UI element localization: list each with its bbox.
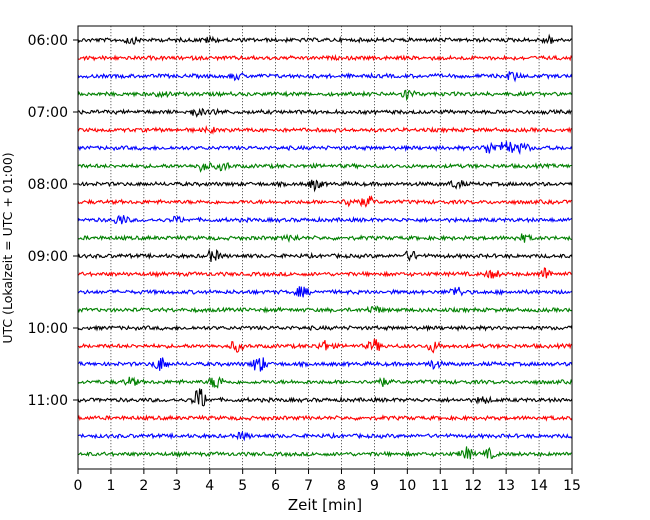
x-tick-label: 13 — [497, 478, 515, 494]
vertical-grid — [110, 26, 540, 469]
x-axis-ticks: 0 1 2 3 4 5 6 7 8 9 10 11 12 13 14 15 — [74, 469, 581, 494]
x-tick-label: 10 — [398, 478, 416, 494]
x-tick-label: 2 — [139, 478, 148, 494]
trace-1045 — [77, 376, 573, 389]
x-tick-label: 5 — [238, 478, 247, 494]
trace-0700 — [77, 107, 573, 118]
x-axis-label: Zeit [min] — [288, 496, 362, 514]
seismogram-traces — [77, 33, 573, 460]
x-tick-label: 7 — [304, 478, 313, 494]
x-tick-label: 9 — [370, 478, 379, 494]
y-tick-label: 09:00 — [28, 249, 68, 265]
trace-1015 — [77, 338, 573, 354]
trace-0800 — [77, 179, 573, 193]
trace-0600 — [77, 33, 573, 46]
x-tick-label: 12 — [464, 478, 482, 494]
trace-0900 — [77, 248, 573, 262]
trace-0615 — [77, 53, 573, 62]
y-axis-ticks: 06:00 07:00 08:00 09:00 10:00 11:00 — [28, 33, 78, 409]
trace-1100 — [77, 388, 573, 407]
x-tick-label: 14 — [530, 478, 548, 494]
y-tick-label: 10:00 — [28, 321, 68, 337]
x-tick-label: 11 — [431, 478, 449, 494]
trace-0930 — [77, 286, 573, 298]
plot-frame — [77, 25, 573, 470]
trace-0730 — [77, 141, 573, 156]
trace-1130 — [77, 430, 573, 442]
trace-0830 — [77, 214, 573, 225]
trace-0945 — [77, 305, 573, 314]
trace-0815 — [77, 194, 573, 208]
trace-0745 — [77, 161, 573, 173]
y-tick-label: 11:00 — [28, 393, 68, 409]
x-tick-label: 6 — [271, 478, 280, 494]
trace-1115 — [77, 414, 573, 422]
trace-0715 — [77, 125, 573, 135]
trace-0845 — [77, 233, 573, 244]
trace-1145 — [77, 446, 573, 460]
x-tick-label: 4 — [205, 478, 214, 494]
y-axis-label: UTC (Lokalzeit = UTC + 01:00) — [0, 152, 15, 343]
y-tick-label: 07:00 — [28, 105, 68, 121]
trace-0630 — [77, 71, 573, 83]
x-tick-label: 8 — [337, 478, 346, 494]
x-tick-label: 15 — [563, 478, 581, 494]
trace-0645 — [77, 89, 573, 102]
y-tick-label: 06:00 — [28, 33, 68, 49]
y-tick-label: 08:00 — [28, 177, 68, 193]
trace-0915 — [77, 267, 573, 279]
trace-1000 — [77, 324, 573, 333]
x-tick-label: 1 — [106, 478, 115, 494]
x-tick-label: 0 — [74, 478, 83, 494]
trace-1030 — [77, 357, 573, 372]
x-tick-label: 3 — [172, 478, 181, 494]
